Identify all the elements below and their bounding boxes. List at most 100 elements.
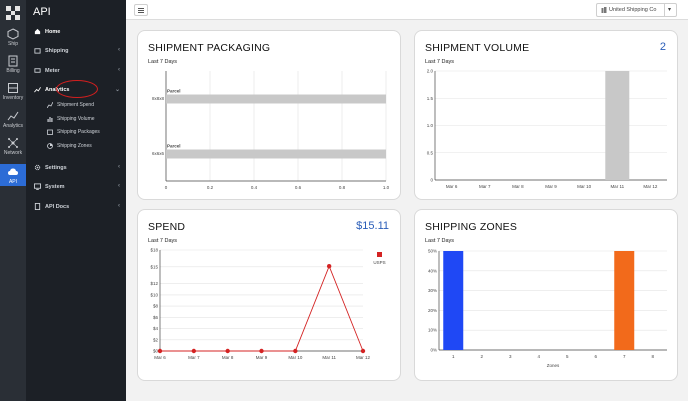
- x-tick-label: 0.6: [295, 185, 302, 190]
- sidebar-item-label: Shipping: [45, 48, 69, 54]
- bar-label: Parcel: [167, 144, 181, 149]
- data-point: [326, 264, 332, 269]
- account-name: United Shipping Co: [609, 7, 657, 13]
- y-tick-label: $4: [153, 326, 159, 331]
- y-tick-label: $0: [153, 349, 159, 354]
- y-tick-label: $18: [150, 248, 158, 253]
- billing-icon: [8, 55, 18, 67]
- x-tick-label: 5: [566, 354, 569, 359]
- card-title: SHIPMENT PACKAGING: [148, 42, 271, 54]
- rail-item-billing[interactable]: Billing: [0, 55, 26, 75]
- sidebar-item-label: Home: [45, 29, 61, 35]
- analytics-icon: [7, 111, 19, 121]
- y-tick-label: 1.5: [427, 96, 434, 101]
- sidebar-item-label: Meter: [45, 68, 60, 74]
- box-icon: [34, 48, 41, 54]
- y-tick-label: 10%: [428, 328, 437, 333]
- monitor-icon: [34, 183, 41, 190]
- y-tick-label: 0%: [430, 348, 437, 353]
- bar: [443, 251, 464, 350]
- inventory-icon: [8, 83, 18, 93]
- x-tick-label: Mar 6: [154, 355, 166, 360]
- y-tick-label: 30%: [428, 288, 437, 293]
- sidebar-subitem-label: Shipping Volume: [57, 116, 95, 122]
- card-title: SPEND: [148, 221, 186, 233]
- bar-chart-icon: [47, 117, 53, 122]
- x-tick-label: 4: [537, 354, 540, 359]
- rail-item-ship[interactable]: Ship: [0, 28, 26, 48]
- account-selector[interactable]: United Shipping Co ▾: [596, 3, 677, 17]
- sidebar-subitem-label: Shipping Packages: [57, 129, 100, 135]
- building-icon: [601, 7, 607, 13]
- y-tick-label: 40%: [428, 268, 437, 273]
- series-line: [160, 265, 364, 352]
- hamburger-icon: [138, 8, 144, 9]
- chevron-left-icon: ‹: [118, 67, 120, 73]
- y-tick-label: $12: [150, 281, 158, 286]
- bar: [166, 94, 386, 104]
- card-subtitle: Last 7 Days: [148, 59, 178, 65]
- card-spend: SPEND $15.11 Last 7 Days $0 $2 $4 $6 $8 $10 $1…: [137, 209, 401, 381]
- x-tick-label: Mar 11: [322, 355, 336, 360]
- rail-label: Inventory: [2, 95, 24, 101]
- sidebar-subitem-label: Shipping Zones: [57, 143, 92, 149]
- data-point: [191, 348, 197, 354]
- x-tick-label: 0: [165, 185, 168, 190]
- x-axis-label: Zones: [547, 363, 560, 368]
- card-subtitle: Last 7 Days: [425, 59, 455, 65]
- x-tick-label: Mar 8: [512, 184, 524, 189]
- chart-icon: [47, 102, 53, 108]
- gear-icon: [34, 164, 41, 171]
- x-tick-label: 6: [594, 354, 597, 359]
- chevron-down-icon: ⌄: [114, 87, 120, 93]
- y-tick-label: $2: [153, 337, 159, 342]
- x-tick-label: 1: [452, 354, 455, 359]
- bar: [614, 251, 635, 350]
- data-point: [259, 348, 264, 354]
- sidebar-item-label: System: [45, 184, 65, 190]
- y-tick-label: 0.5: [427, 150, 434, 155]
- rail-item-api[interactable]: API: [0, 164, 26, 186]
- card-title: SHIPMENT VOLUME: [425, 42, 530, 54]
- x-tick-label: Mar 12: [643, 184, 658, 189]
- bar: [166, 149, 386, 159]
- spend-chart: $0 $2 $4 $6 $8 $10 $12 $15 $18 Mar 6 Mar 7 Mar 8 Mar…: [150, 248, 385, 361]
- x-tick-label: Mar 9: [545, 184, 557, 189]
- sidebar-subitem-label: Shipment Spend: [57, 102, 94, 108]
- x-tick-label: Mar 8: [222, 355, 234, 360]
- x-tick-label: 3: [509, 354, 512, 359]
- card-title: SHIPPING ZONES: [425, 221, 518, 233]
- x-tick-label: Mar 7: [188, 355, 200, 360]
- network-icon: [8, 138, 18, 148]
- caret-down-icon: ▾: [668, 7, 672, 13]
- y-tick-label: 20%: [428, 308, 437, 313]
- rail-item-analytics[interactable]: Analytics: [0, 110, 26, 130]
- ship-icon: [7, 28, 19, 40]
- rail-label: Billing: [6, 68, 20, 74]
- card-shipping-zones: SHIPPING ZONES Last 7 Days 0% 10% 20% 30% 40…: [414, 209, 678, 381]
- card-shipment-volume: SHIPMENT VOLUME 2 Last 7 Days 0 0.5 1.0 1.5…: [414, 30, 678, 200]
- x-tick-label: 1.0: [383, 185, 390, 190]
- x-tick-label: 0.2: [207, 185, 214, 190]
- data-point: [293, 348, 298, 354]
- y-tick-label: 6x6x6: [152, 151, 165, 156]
- data-point: [225, 348, 230, 354]
- hamburger-menu-button[interactable]: [134, 4, 148, 16]
- rail-label: Network: [3, 150, 23, 156]
- data-point: [360, 348, 366, 354]
- highlight-circle: [56, 80, 98, 98]
- volume-chart: 0 0.5 1.0 1.5 2.0 Mar 6 Mar 7 Mar 8 Mar 9 Mar 10 M…: [427, 69, 667, 189]
- y-tick-label: $10: [150, 292, 158, 297]
- line-chart-icon: [34, 87, 41, 93]
- rail-item-network[interactable]: Network: [0, 137, 26, 157]
- rail-item-inventory[interactable]: Inventory: [0, 82, 26, 102]
- x-tick-label: 0.4: [251, 185, 258, 190]
- chevron-left-icon: ‹: [118, 203, 120, 209]
- x-tick-label: Mar 9: [256, 355, 268, 360]
- rail-label: Analytics: [2, 123, 23, 129]
- y-tick-label: $8: [153, 304, 159, 309]
- x-tick-label: 7: [623, 354, 626, 359]
- topbar: United Shipping Co ▾: [126, 0, 688, 20]
- card-subtitle: Last 7 Days: [148, 238, 178, 244]
- chevron-left-icon: ‹: [118, 164, 120, 170]
